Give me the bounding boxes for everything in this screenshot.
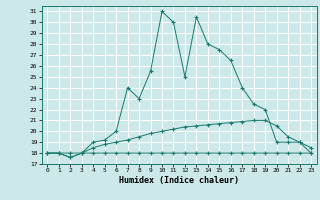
X-axis label: Humidex (Indice chaleur): Humidex (Indice chaleur): [119, 176, 239, 185]
